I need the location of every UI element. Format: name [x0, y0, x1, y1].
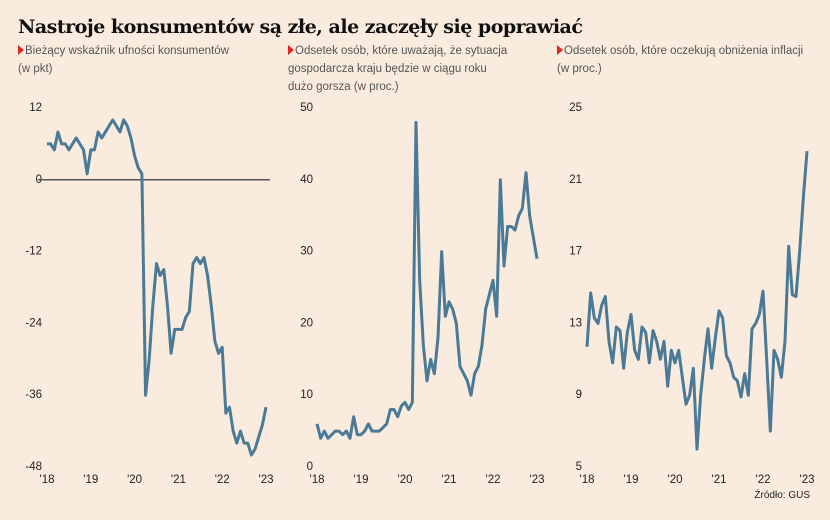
x-tick-label: '19	[624, 474, 639, 486]
x-tick-label: '22	[756, 474, 771, 486]
x-tick-label: '23	[530, 474, 545, 486]
x-tick-label: '18	[580, 474, 595, 486]
y-tick-label: 12	[29, 102, 42, 114]
y-tick-label: 21	[569, 174, 582, 186]
marker-triangle	[18, 45, 24, 55]
y-tick-label: 30	[300, 246, 313, 258]
x-tick-label: '23	[800, 474, 815, 486]
x-tick-label: '21	[442, 474, 457, 486]
x-tick-label: '19	[354, 474, 369, 486]
y-tick-label: 25	[569, 102, 582, 114]
chart-title: Nastroje konsumentów są złe, ale zaczęły…	[18, 16, 582, 38]
x-tick-label: '18	[40, 474, 55, 486]
x-tick-label: '18	[310, 474, 325, 486]
y-tick-label: -48	[25, 461, 42, 473]
y-tick-label: 5	[576, 461, 582, 473]
y-tick-label: -36	[25, 389, 42, 401]
x-tick-label: '20	[127, 474, 142, 486]
y-tick-label: 9	[576, 389, 582, 401]
y-tick-label: 50	[300, 102, 313, 114]
y-tick-label: -24	[25, 317, 42, 329]
source: Źródło: GUS	[754, 488, 810, 501]
y-tick-label: 10	[300, 389, 313, 401]
x-tick-label: '22	[486, 474, 501, 486]
x-tick-label: '19	[83, 474, 98, 486]
y-tick-label: 13	[569, 317, 582, 329]
data-line	[47, 118, 268, 457]
panel-subtitle: Bieżący wskaźnik ufności konsumentów	[25, 45, 230, 57]
x-tick-label: '21	[171, 474, 186, 486]
marker-triangle	[557, 45, 563, 55]
x-tick-label: '23	[259, 474, 274, 486]
panel-subtitle: Odsetek osób, które uważają, że sytuacja	[295, 45, 508, 57]
x-tick-label: '20	[668, 474, 683, 486]
panel-subtitle: dużo gorsza (w proc.)	[288, 81, 399, 93]
panel-subtitle: Odsetek osób, które oczekują obniżenia i…	[564, 45, 803, 57]
x-tick-label: '22	[215, 474, 230, 486]
marker-triangle	[288, 45, 294, 55]
x-tick-label: '21	[712, 474, 727, 486]
data-line	[585, 150, 809, 451]
panel-subtitle: (w proc.)	[557, 63, 602, 75]
y-tick-label: 0	[307, 461, 313, 473]
y-tick-label: 20	[300, 317, 313, 329]
y-tick-label: 40	[300, 174, 313, 186]
y-tick-label: 17	[569, 246, 582, 258]
x-tick-label: '20	[398, 474, 413, 486]
panel-subtitle: (w pkt)	[18, 63, 53, 75]
y-tick-label: -12	[25, 246, 42, 258]
data-line	[315, 120, 539, 440]
panel-subtitle: gospodarcza kraju będzie w ciągu roku	[288, 63, 487, 75]
